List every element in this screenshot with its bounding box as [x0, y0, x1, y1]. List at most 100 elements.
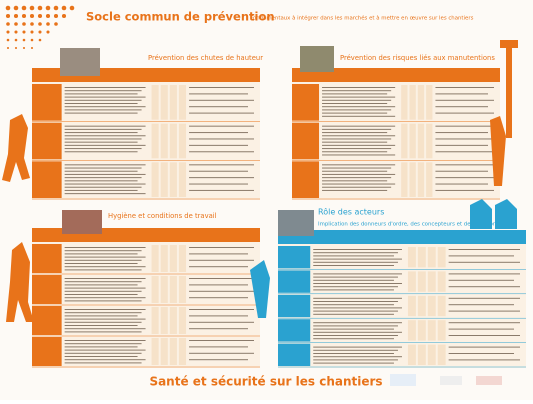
- section-subtitle: Implication des donneurs d'ordre, des co…: [318, 222, 506, 228]
- dot: [46, 22, 50, 26]
- text-line: [448, 249, 520, 250]
- text-line: [322, 167, 392, 169]
- text-line: [64, 103, 138, 104]
- dot: [6, 30, 10, 34]
- check-cell: [417, 162, 425, 197]
- text-line: [64, 315, 138, 317]
- text-line: [64, 343, 142, 345]
- text-line: [435, 125, 494, 127]
- text-line: [322, 151, 388, 153]
- text-line: [322, 141, 388, 143]
- text-line: [64, 256, 146, 258]
- text-line: [435, 189, 494, 191]
- dot: [6, 38, 10, 42]
- dot: [53, 13, 59, 19]
- text-line: [322, 144, 396, 146]
- text-line: [448, 335, 520, 336]
- text-line: [64, 352, 142, 354]
- text-line: [64, 340, 146, 341]
- check-cell: [417, 247, 426, 268]
- row-label-cell: [32, 84, 62, 121]
- text-line: [322, 132, 388, 134]
- dot: [54, 22, 58, 26]
- text-line: [64, 359, 146, 361]
- text-line: [313, 338, 394, 340]
- text-line: [448, 255, 514, 257]
- text-line: [313, 255, 394, 257]
- text-line: [313, 328, 394, 330]
- text-line: [313, 297, 402, 299]
- poster-title: Socle commun de prévention: [86, 10, 275, 24]
- text-line: [189, 247, 254, 248]
- text-line: [322, 96, 396, 98]
- check-cell: [426, 162, 433, 197]
- text-line: [189, 106, 248, 108]
- check-cell: [407, 295, 416, 317]
- dot-pattern: [5, 5, 75, 50]
- check-cell: [178, 85, 187, 120]
- logo: [390, 374, 416, 386]
- text-line: [435, 177, 494, 179]
- check-cell: [151, 123, 159, 159]
- text-line: [448, 359, 520, 361]
- check-cell: [401, 123, 408, 159]
- poster-subtitle: Fondamentaux à intégrer dans les marchés…: [250, 15, 474, 22]
- check-cell: [437, 271, 446, 292]
- dot: [22, 38, 26, 42]
- check-cell: [169, 162, 177, 197]
- text-line: [313, 331, 402, 333]
- text-line: [64, 356, 138, 357]
- text-line: [313, 349, 398, 351]
- dot: [37, 13, 43, 19]
- text-line: [322, 99, 392, 101]
- text-line: [189, 328, 248, 330]
- check-cell: [160, 162, 168, 197]
- check-cell: [178, 162, 187, 197]
- text-line: [435, 87, 494, 88]
- check-cell: [407, 271, 416, 292]
- dot: [22, 30, 26, 34]
- check-cell: [409, 162, 416, 197]
- row-label-cell: [292, 161, 320, 198]
- text-line: [64, 193, 146, 195]
- logo: [476, 376, 502, 385]
- text-line: [313, 307, 402, 309]
- dot: [30, 46, 34, 50]
- check-cell: [427, 344, 436, 365]
- check-cell: [169, 338, 177, 365]
- check-cell: [178, 276, 187, 303]
- text-line: [64, 250, 142, 252]
- tables: [32, 68, 526, 368]
- dot: [5, 13, 11, 19]
- check-cell: [417, 344, 426, 365]
- check-cell: [409, 123, 416, 159]
- dot: [30, 38, 34, 42]
- check-cell: [417, 271, 426, 292]
- text-line: [322, 138, 392, 140]
- text-line: [322, 135, 396, 137]
- dot: [21, 5, 27, 11]
- text-line: [448, 304, 514, 306]
- dot: [46, 30, 50, 34]
- row-label-cell: [278, 246, 311, 269]
- text-line: [64, 300, 142, 302]
- text-line: [189, 266, 248, 268]
- text-line: [322, 128, 392, 130]
- text-line: [435, 112, 494, 114]
- silhouette: [6, 242, 34, 322]
- silhouette: [490, 116, 506, 186]
- silhouette: [250, 260, 270, 318]
- text-line: [189, 189, 254, 191]
- text-line: [64, 346, 138, 348]
- text-line: [313, 261, 398, 263]
- text-line: [64, 362, 142, 364]
- text-line: [322, 189, 388, 191]
- text-line: [64, 278, 146, 279]
- text-line: [64, 112, 138, 114]
- table-header: [292, 68, 500, 82]
- check-cell: [437, 320, 446, 341]
- text-line: [64, 186, 142, 188]
- check-cell: [151, 85, 159, 120]
- text-line: [448, 279, 514, 281]
- text-line: [64, 170, 138, 172]
